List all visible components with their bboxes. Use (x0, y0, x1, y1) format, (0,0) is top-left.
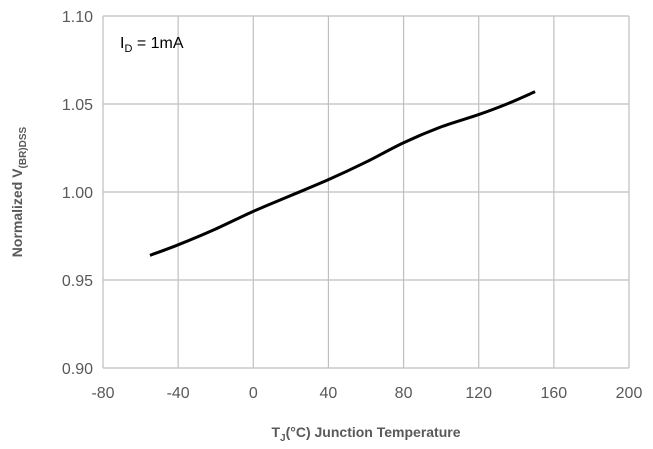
y-axis-label-main: Normalized V (9, 168, 25, 257)
x-tick-label: 160 (541, 385, 568, 402)
y-tick-labels: 0.90 0.95 1.00 1.05 1.10 (62, 9, 93, 378)
x-axis-label-main: T (271, 424, 280, 440)
x-tick-label: 120 (465, 385, 492, 402)
x-axis-label-sub: J (280, 433, 286, 444)
annotation-sub: D (124, 43, 132, 55)
y-axis-label: Normalized V(BR)DSS (9, 126, 29, 257)
x-tick-label: 80 (395, 385, 413, 402)
y-tick-label: 0.90 (62, 361, 93, 378)
x-tick-label: -40 (167, 385, 190, 402)
y-axis-label-sub: (BR)DSS (18, 126, 29, 168)
x-axis-label-rest: (°C) Junction Temperature (286, 424, 461, 440)
series-line (149, 90, 536, 257)
y-tick-label: 0.95 (62, 273, 93, 290)
x-tick-label: 40 (320, 385, 338, 402)
y-tick-label: 1.10 (62, 9, 93, 26)
x-tick-label: -80 (91, 385, 114, 402)
x-axis-label: TJ(°C) Junction Temperature (271, 424, 460, 444)
y-tick-label: 1.05 (62, 97, 93, 114)
x-tick-label: 200 (616, 385, 643, 402)
x-tick-labels: -80 -40 0 40 80 120 160 200 (91, 385, 642, 402)
annotation-rest: = 1mA (132, 35, 183, 52)
grid (102, 15, 630, 369)
y-tick-label: 1.00 (62, 185, 93, 202)
x-tick-label: 0 (249, 385, 258, 402)
annotation-main: I (120, 35, 124, 52)
annotation: ID = 1mA (120, 35, 184, 55)
